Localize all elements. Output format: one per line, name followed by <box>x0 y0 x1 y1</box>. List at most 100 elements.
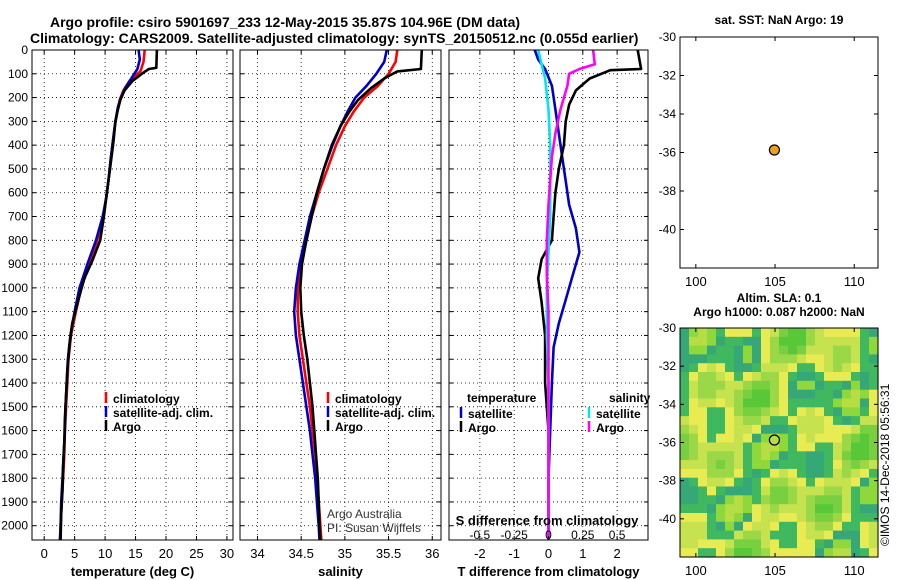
heatmap-cell <box>716 363 726 373</box>
heatmap-cell <box>842 468 852 479</box>
heatmap-cell <box>860 513 870 523</box>
heatmap-cell <box>860 328 870 338</box>
heatmap-cell <box>761 504 771 514</box>
heatmap-cell <box>752 416 762 426</box>
heatmap-cell <box>770 354 780 364</box>
heatmap-cell <box>680 328 690 338</box>
heatmap-cell <box>680 530 690 540</box>
heatmap-cell <box>851 495 861 505</box>
heatmap-cell <box>725 442 735 452</box>
heatmap-cell <box>725 424 735 435</box>
tick-label-y: 1000 <box>1 281 28 295</box>
heatmap-cell <box>842 548 852 558</box>
panel-temperature <box>31 49 234 541</box>
heatmap-cell <box>851 460 861 470</box>
heatmap-cell <box>716 521 726 532</box>
heatmap-cell <box>698 389 708 400</box>
heatmap-cell <box>725 521 735 532</box>
heatmap-cell <box>806 398 816 408</box>
heatmap-cell <box>734 336 744 347</box>
heatmap-cell <box>707 345 717 355</box>
tick-label-x: 100 <box>685 274 707 289</box>
tick-label-x: 30 <box>220 546 234 561</box>
heatmap-cell <box>833 539 843 549</box>
heatmap-cell <box>842 451 852 461</box>
panel-salinity <box>239 49 442 541</box>
heatmap-cell <box>833 460 843 470</box>
heatmap-cell <box>698 495 708 505</box>
legend-label: satellite <box>596 407 641 421</box>
heatmap-cell <box>869 416 879 426</box>
heatmap-cell <box>698 416 708 426</box>
heatmap-cell <box>707 468 717 479</box>
heatmap-cell <box>869 468 879 479</box>
heatmap-cell <box>761 433 771 444</box>
heatmap-cell <box>743 416 753 426</box>
heatmap-cell <box>779 477 789 488</box>
heatmap-cell <box>797 486 807 496</box>
heatmap-cell <box>869 354 879 364</box>
heatmap-cell <box>815 398 825 408</box>
heatmap-cell <box>698 363 708 373</box>
heatmap-cell <box>761 495 771 505</box>
heatmap-cell <box>815 328 825 338</box>
heatmap-cell <box>770 486 780 496</box>
tick-label-y: 1400 <box>1 376 28 390</box>
heatmap-cell <box>842 433 852 444</box>
tick-label-y: -40 <box>659 223 677 237</box>
tick-label-x: 105 <box>764 563 786 578</box>
heatmap-cell <box>716 416 726 426</box>
series-temperature-0 <box>58 49 146 541</box>
heatmap-cell <box>743 548 753 558</box>
heatmap-cell <box>761 416 771 426</box>
heatmap-cell <box>716 398 726 408</box>
map-location <box>679 36 879 269</box>
heatmap-cell <box>707 336 717 347</box>
heatmap-cell <box>851 486 861 496</box>
heatmap-cell <box>752 486 762 496</box>
heatmap-cell <box>851 442 861 452</box>
heatmap-cell <box>806 530 816 540</box>
heatmap-cell <box>698 372 708 382</box>
heatmap-cell <box>707 442 717 452</box>
heatmap-cell <box>752 548 762 558</box>
heatmap-cell <box>788 513 798 523</box>
tick-label-x: 0 <box>545 546 552 561</box>
tick-label-x: -2 <box>474 546 486 561</box>
heatmap-cell <box>860 407 870 417</box>
heatmap-cell <box>851 521 861 532</box>
heatmap-cell <box>725 451 735 461</box>
heatmap-cell <box>851 363 861 373</box>
heatmap-cell <box>761 548 771 558</box>
tick-label-y: 0 <box>21 43 28 57</box>
heatmap-cell <box>734 460 744 470</box>
heatmap-cell <box>851 345 861 355</box>
heatmap-cell <box>761 530 771 540</box>
heatmap-cell <box>824 548 834 558</box>
heatmap-cell <box>851 504 861 514</box>
heatmap-cell <box>806 433 816 444</box>
heatmap-cell <box>815 389 825 400</box>
heatmap-cell <box>689 336 699 347</box>
heatmap-cell <box>806 521 816 532</box>
heatmap-cell <box>833 345 843 355</box>
heatmap-cell <box>779 433 789 444</box>
heatmap-cell <box>860 495 870 505</box>
heatmap-cell <box>860 380 870 391</box>
heatmap-cell <box>761 513 771 523</box>
heatmap-cell <box>788 424 798 435</box>
heatmap-cell <box>698 407 708 417</box>
heatmap-cell <box>788 530 798 540</box>
heatmap-cell <box>743 336 753 347</box>
heatmap-cell <box>734 495 744 505</box>
heatmap-cell <box>752 363 762 373</box>
heatmap-cell <box>707 433 717 444</box>
annotation-line-1: Argo Australia <box>327 507 402 521</box>
heatmap-cell <box>824 372 834 382</box>
heatmap-cell <box>860 548 870 558</box>
heatmap-cell <box>860 398 870 408</box>
tick-label-y: 1100 <box>2 305 28 319</box>
heatmap-cell <box>752 407 762 417</box>
heatmap-cell <box>689 521 699 532</box>
heatmap-cell <box>734 548 744 558</box>
